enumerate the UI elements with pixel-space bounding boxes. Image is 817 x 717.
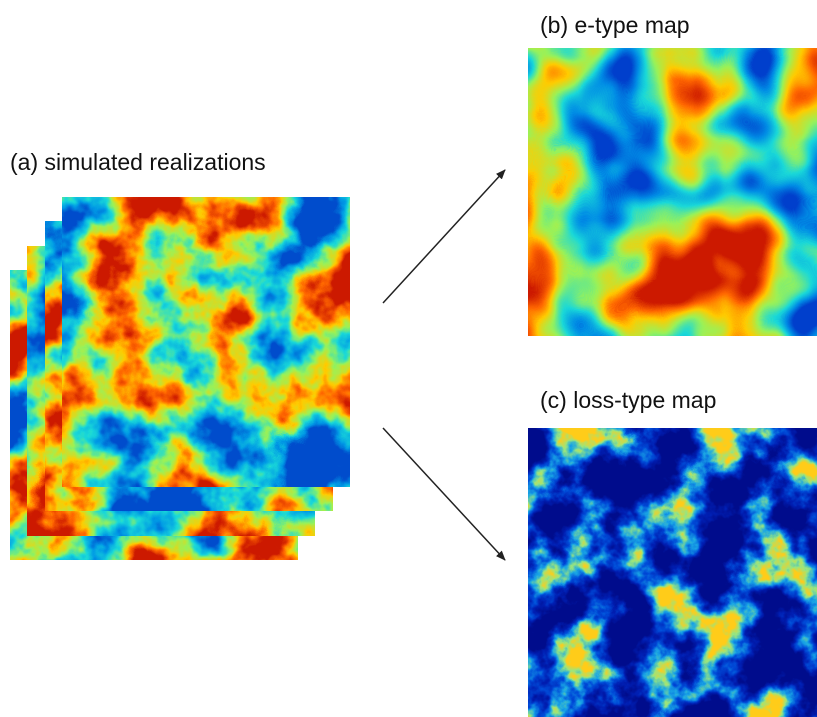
realization-stack xyxy=(10,197,350,560)
panel-label: (b) e-type map xyxy=(540,12,690,38)
arrow xyxy=(383,428,505,560)
e-type-map xyxy=(528,48,817,336)
loss-type-map xyxy=(528,428,817,717)
panel-label: (c) loss-type map xyxy=(540,387,716,413)
panel-label: (a) simulated realizations xyxy=(10,149,266,175)
diagram: (a) simulated realizations (b) e-type ma… xyxy=(0,0,817,717)
arrow xyxy=(383,170,505,303)
realization-map xyxy=(62,197,350,487)
